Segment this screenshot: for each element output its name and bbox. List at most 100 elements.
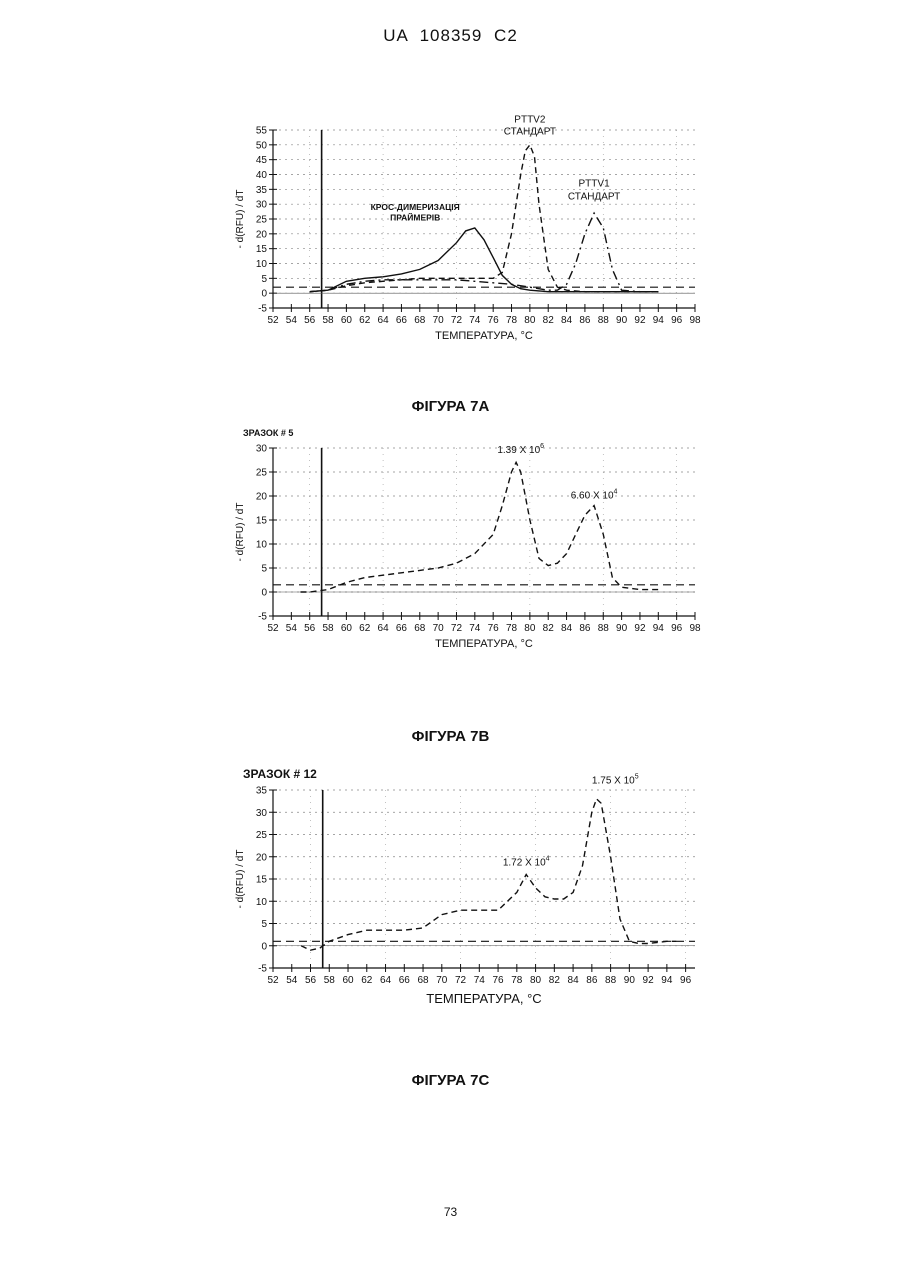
- y-tick-label: 45: [256, 155, 268, 166]
- x-tick-label: 80: [524, 315, 536, 326]
- x-tick-label: 76: [493, 975, 505, 986]
- x-tick-label: 90: [616, 623, 628, 634]
- annotation-exponent: 6: [540, 443, 544, 450]
- x-tick-label: 94: [653, 623, 665, 634]
- annotation-label: КРОС-ДИМЕРИЗАЦІЯ: [371, 202, 460, 212]
- x-tick-label: 86: [579, 623, 591, 634]
- y-tick-label: 25: [256, 468, 268, 479]
- x-tick-label: 58: [322, 315, 334, 326]
- x-tick-label: 98: [689, 623, 701, 634]
- series-line-dashed: [301, 462, 659, 592]
- x-tick-label: 54: [286, 975, 298, 986]
- x-tick-label: 78: [506, 623, 518, 634]
- y-tick-label: -5: [258, 612, 267, 623]
- x-tick-label: 92: [634, 623, 646, 634]
- y-tick-label: 40: [256, 170, 268, 181]
- figure-7c: ЗРАЗОК # 12-5051015202530355254565860626…: [230, 758, 710, 1048]
- x-tick-label: 58: [324, 975, 336, 986]
- x-tick-label: 52: [267, 315, 279, 326]
- x-tick-label: 56: [304, 623, 316, 634]
- page-number: 73: [0, 1205, 901, 1219]
- y-tick-label: 20: [256, 492, 268, 503]
- x-tick-label: 80: [524, 623, 536, 634]
- x-tick-label: 98: [689, 315, 701, 326]
- x-tick-label: 76: [488, 315, 500, 326]
- x-tick-label: 68: [414, 623, 426, 634]
- y-tick-label: -5: [258, 964, 267, 975]
- x-tick-label: 60: [341, 315, 353, 326]
- x-tick-label: 92: [643, 975, 655, 986]
- y-axis-label: - d(RFU) / dT: [235, 850, 246, 909]
- y-tick-label: 0: [261, 289, 267, 300]
- x-tick-label: 96: [671, 623, 683, 634]
- x-tick-label: 90: [624, 975, 636, 986]
- x-tick-label: 86: [579, 315, 591, 326]
- y-tick-label: 55: [256, 126, 268, 137]
- y-tick-label: 25: [256, 830, 268, 841]
- y-tick-label: 50: [256, 140, 268, 151]
- y-tick-label: 15: [256, 516, 268, 527]
- y-tick-label: 15: [256, 875, 268, 886]
- x-tick-label: 82: [543, 315, 555, 326]
- x-tick-label: 66: [396, 315, 408, 326]
- x-tick-label: 60: [342, 975, 354, 986]
- figure-7b: ЗРАЗОК # 5-50510152025305254565860626466…: [230, 425, 710, 695]
- x-tick-label: 74: [469, 315, 481, 326]
- y-tick-label: 10: [256, 259, 268, 270]
- x-axis-label: ТЕМПЕРАТУРА, °С: [426, 991, 541, 1006]
- annotation-label: СТАНДАРТ: [568, 192, 620, 203]
- x-tick-label: 90: [616, 315, 628, 326]
- y-tick-label: 10: [256, 897, 268, 908]
- x-tick-label: 60: [341, 623, 353, 634]
- x-tick-label: 72: [451, 315, 463, 326]
- annotation-label: 6.60 X 104: [571, 488, 618, 501]
- x-tick-label: 66: [399, 975, 411, 986]
- x-tick-label: 54: [286, 623, 298, 634]
- x-tick-label: 70: [436, 975, 448, 986]
- x-tick-label: 54: [286, 315, 298, 326]
- y-axis-label: - d(RFU) / dT: [235, 190, 246, 249]
- x-tick-label: 72: [451, 623, 463, 634]
- figure-caption-7c: ФІГУРА 7С: [0, 1072, 901, 1089]
- series-line-dashed: [301, 799, 676, 950]
- x-tick-label: 84: [568, 975, 580, 986]
- x-tick-label: 78: [506, 315, 518, 326]
- y-tick-label: 5: [261, 919, 267, 930]
- figure-caption-7b: ФІГУРА 7В: [0, 728, 901, 745]
- melt-curve-chart-7b: ЗРАЗОК # 5-50510152025305254565860626466…: [230, 425, 710, 695]
- annotation-label: 1.39 X 106: [497, 443, 544, 456]
- annotation-label: PTTV1: [579, 178, 611, 189]
- annotation-label: СТАНДАРТ: [504, 126, 556, 137]
- melt-curve-chart-7a: -505101520253035404550555254565860626466…: [230, 108, 710, 378]
- x-tick-label: 94: [653, 315, 665, 326]
- y-tick-label: 10: [256, 540, 268, 551]
- annotation-label: PTTV2: [514, 115, 546, 126]
- x-tick-label: 64: [378, 623, 390, 634]
- x-tick-label: 96: [671, 315, 683, 326]
- x-tick-label: 68: [414, 315, 426, 326]
- annotation-exponent: 4: [614, 488, 618, 495]
- annotation-label: ПРАЙМЕРІВ: [390, 211, 440, 222]
- annotation-exponent: 4: [546, 856, 550, 863]
- x-tick-label: 80: [530, 975, 542, 986]
- x-tick-label: 78: [511, 975, 523, 986]
- y-tick-label: 15: [256, 244, 268, 255]
- annotation-label: 1.75 X 105: [592, 773, 639, 786]
- x-tick-label: 62: [359, 623, 371, 634]
- y-tick-label: 25: [256, 215, 268, 226]
- x-tick-label: 52: [267, 623, 279, 634]
- x-tick-label: 92: [634, 315, 646, 326]
- y-tick-label: 20: [256, 852, 268, 863]
- x-tick-label: 88: [598, 623, 610, 634]
- y-tick-label: 30: [256, 444, 268, 455]
- x-tick-label: 56: [305, 975, 317, 986]
- y-tick-label: 5: [261, 274, 267, 285]
- y-tick-label: 35: [256, 185, 268, 196]
- x-tick-label: 66: [396, 623, 408, 634]
- y-tick-label: 30: [256, 808, 268, 819]
- x-tick-label: 88: [598, 315, 610, 326]
- x-tick-label: 58: [322, 623, 334, 634]
- x-tick-label: 84: [561, 315, 573, 326]
- y-tick-label: 0: [261, 588, 267, 599]
- series-line-dashdot: [310, 213, 659, 292]
